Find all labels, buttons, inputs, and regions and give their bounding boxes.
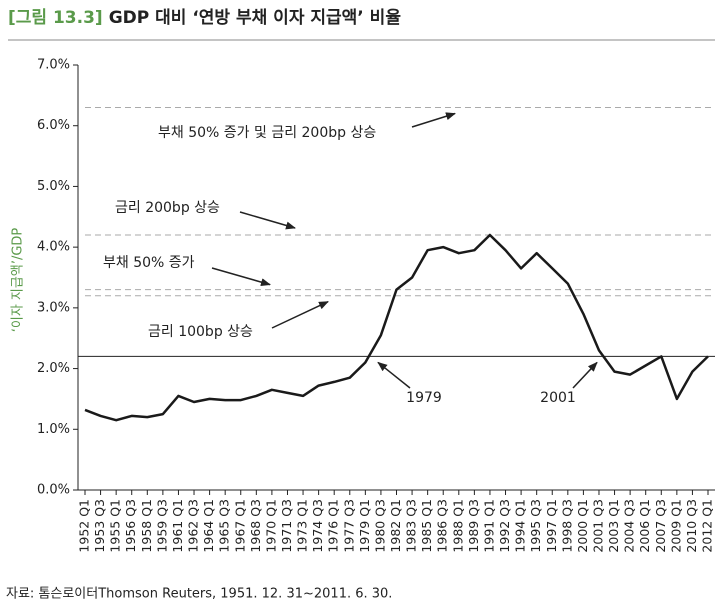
figure-label: [그림 13.3] — [8, 8, 103, 28]
y-tick-label: 0.0% — [37, 483, 70, 498]
x-tick-label: 1952 Q1 — [77, 499, 92, 553]
x-tick-label: 1980 Q3 — [372, 499, 387, 553]
x-tick-label: 1985 Q1 — [419, 499, 434, 553]
title: [그림 13.3] GDP 대비 ‘연방 부채 이자 지급액’ 비율 — [8, 8, 401, 28]
y-tick-label: 4.0% — [37, 240, 70, 255]
x-tick-label: 1967 Q1 — [232, 499, 247, 553]
x-tick-label: 2006 Q1 — [637, 499, 652, 553]
x-tick-label: 1961 Q1 — [170, 499, 185, 553]
x-tick-label: 1959 Q3 — [154, 499, 169, 553]
annotation: 부채 50% 증가 — [103, 255, 195, 271]
x-tick-label: 2001 Q3 — [590, 499, 605, 553]
annotation-arrow — [211, 267, 271, 287]
x-tick-label: 1977 Q3 — [341, 499, 356, 553]
x-tick-label: 2003 Q1 — [606, 499, 621, 553]
y-tick-label: 2.0% — [37, 361, 70, 376]
x-tick-label: 2012 Q1 — [700, 499, 715, 553]
annotation: 금리 100bp 상승 — [148, 324, 253, 340]
annotation: 1979 — [406, 390, 442, 406]
x-tick-label: 2010 Q3 — [684, 499, 699, 553]
x-tick-label: 1988 Q1 — [450, 499, 465, 553]
x-tick-label: 1983 Q3 — [404, 499, 419, 553]
y-axis-label: ‘이자 지급액’/GDP — [11, 228, 26, 333]
data-line — [84, 233, 709, 422]
x-tick-label: 1997 Q1 — [544, 499, 559, 553]
x-tick-label: 1995 Q3 — [528, 499, 543, 553]
x-tick-label: 1953 Q3 — [92, 499, 107, 553]
x-tick-label: 1970 Q1 — [263, 499, 278, 553]
x-tick-label: 1991 Q1 — [481, 499, 496, 553]
x-tick-label: 1994 Q1 — [513, 499, 528, 553]
annotation-arrow — [271, 301, 329, 329]
x-tick-label: 1992 Q3 — [497, 499, 512, 553]
y-tick-label: 3.0% — [37, 300, 70, 315]
x-tick-label: 1964 Q1 — [201, 499, 216, 553]
x-tick-label: 1982 Q1 — [388, 499, 403, 553]
x-tick-label: 2004 Q3 — [622, 499, 637, 553]
annotation: 금리 200bp 상승 — [115, 200, 220, 216]
x-tick-label: 1986 Q3 — [435, 499, 450, 553]
annotation: 부채 50% 증가 및 금리 200bp 상승 — [158, 125, 376, 141]
x-tick-label: 1968 Q3 — [248, 499, 263, 553]
x-tick-label: 1998 Q3 — [559, 499, 574, 553]
x-tick-label: 1956 Q3 — [123, 499, 138, 553]
y-tick-label: 5.0% — [37, 179, 70, 194]
x-tick-label: 1955 Q1 — [108, 499, 123, 553]
x-tick-label: 1962 Q3 — [186, 499, 201, 553]
annotation-arrow — [411, 112, 456, 128]
x-tick-label: 1974 Q3 — [310, 499, 325, 553]
x-tick-label: 1979 Q1 — [357, 499, 372, 553]
annotation-arrow — [239, 211, 296, 230]
annotation: 2001 — [540, 390, 576, 406]
x-tick-label: 1958 Q1 — [139, 499, 154, 553]
x-tick-label: 1965 Q3 — [217, 499, 232, 553]
source: 자료: 톰슨로이터Thomson Reuters, 1951. 12. 31~2… — [6, 587, 392, 602]
y-tick-label: 1.0% — [37, 422, 70, 437]
annotation-arrow — [377, 361, 411, 389]
x-tick-label: 1973 Q1 — [295, 499, 310, 553]
y-tick-label: 6.0% — [37, 118, 70, 133]
x-tick-label: 1989 Q3 — [466, 499, 481, 553]
x-tick-label: 1971 Q3 — [279, 499, 294, 553]
annotation-arrow — [572, 361, 598, 389]
x-tick-label: 2009 Q1 — [668, 499, 683, 553]
chart-title: GDP 대비 ‘연방 부채 이자 지급액’ 비율 — [109, 8, 402, 28]
x-tick-label: 1976 Q1 — [326, 499, 341, 553]
x-tick-label: 2000 Q1 — [575, 499, 590, 553]
y-tick-label: 7.0% — [37, 58, 70, 73]
x-tick-label: 2007 Q3 — [653, 499, 668, 553]
